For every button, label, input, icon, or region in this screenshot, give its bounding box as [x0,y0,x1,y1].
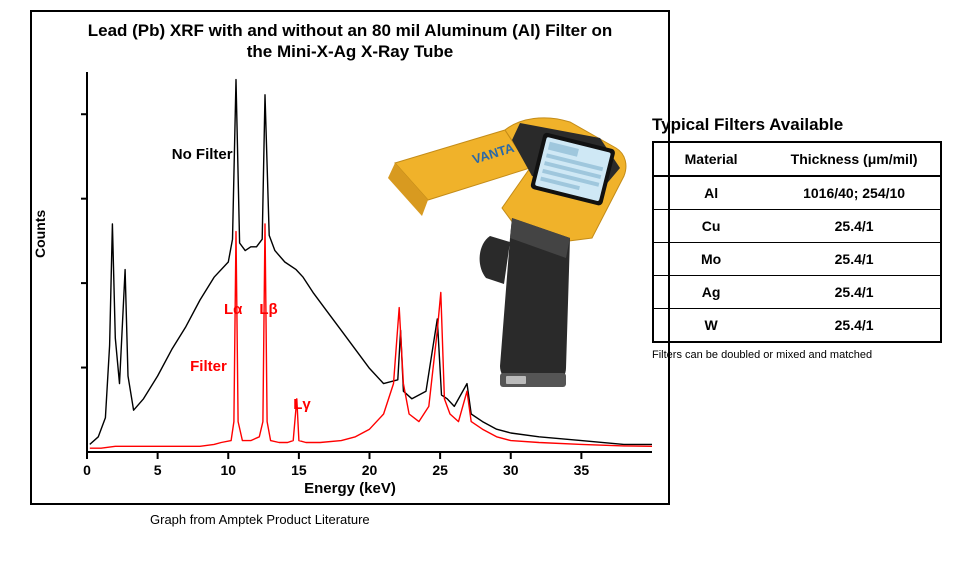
table-row: Mo25.4/1 [653,243,941,276]
x-tick-label: 35 [574,462,590,478]
table-row: Al1016/40; 254/10 [653,176,941,210]
table-cell-material: Cu [653,210,768,243]
series-label-filter: Filter [190,358,227,375]
table-cell-thickness: 25.4/1 [768,243,941,276]
table-cell-material: Al [653,176,768,210]
table-cell-material: Mo [653,243,768,276]
table-cell-thickness: 25.4/1 [768,309,941,343]
x-tick-label: 20 [362,462,378,478]
x-tick-label: 25 [432,462,448,478]
x-axis-label: Energy (keV) [32,480,668,497]
x-tick-label: 15 [291,462,307,478]
chart-caption: Graph from Amptek Product Literature [150,512,370,527]
x-tick-label: 30 [503,462,519,478]
peak-label: Lγ [293,396,311,413]
table-row: Ag25.4/1 [653,276,941,309]
figure-root: Lead (Pb) XRF with and without an 80 mil… [0,0,964,561]
table-cell-material: Ag [653,276,768,309]
table-row: Cu25.4/1 [653,210,941,243]
table-row: W25.4/1 [653,309,941,343]
filters-table-wrap: Typical Filters Available Material Thick… [652,115,942,361]
table-cell-thickness: 1016/40; 254/10 [768,176,941,210]
table-header-material: Material [653,142,768,176]
x-tick-label: 10 [220,462,236,478]
x-tick-label: 5 [154,462,162,478]
peak-label: Lβ [259,301,277,318]
table-header-thickness: Thickness (μm/mil) [768,142,941,176]
chart-svg [32,12,668,503]
peak-label: Lα [224,301,242,318]
filters-table-footnote: Filters can be doubled or mixed and matc… [652,349,942,361]
series-label-no-filter: No Filter [172,146,233,163]
filters-table: Material Thickness (μm/mil) Al1016/40; 2… [652,141,942,343]
x-tick-label: 0 [83,462,91,478]
filters-table-title: Typical Filters Available [652,115,942,135]
table-cell-thickness: 25.4/1 [768,276,941,309]
chart-panel: Lead (Pb) XRF with and without an 80 mil… [30,10,670,505]
table-cell-thickness: 25.4/1 [768,210,941,243]
table-cell-material: W [653,309,768,343]
